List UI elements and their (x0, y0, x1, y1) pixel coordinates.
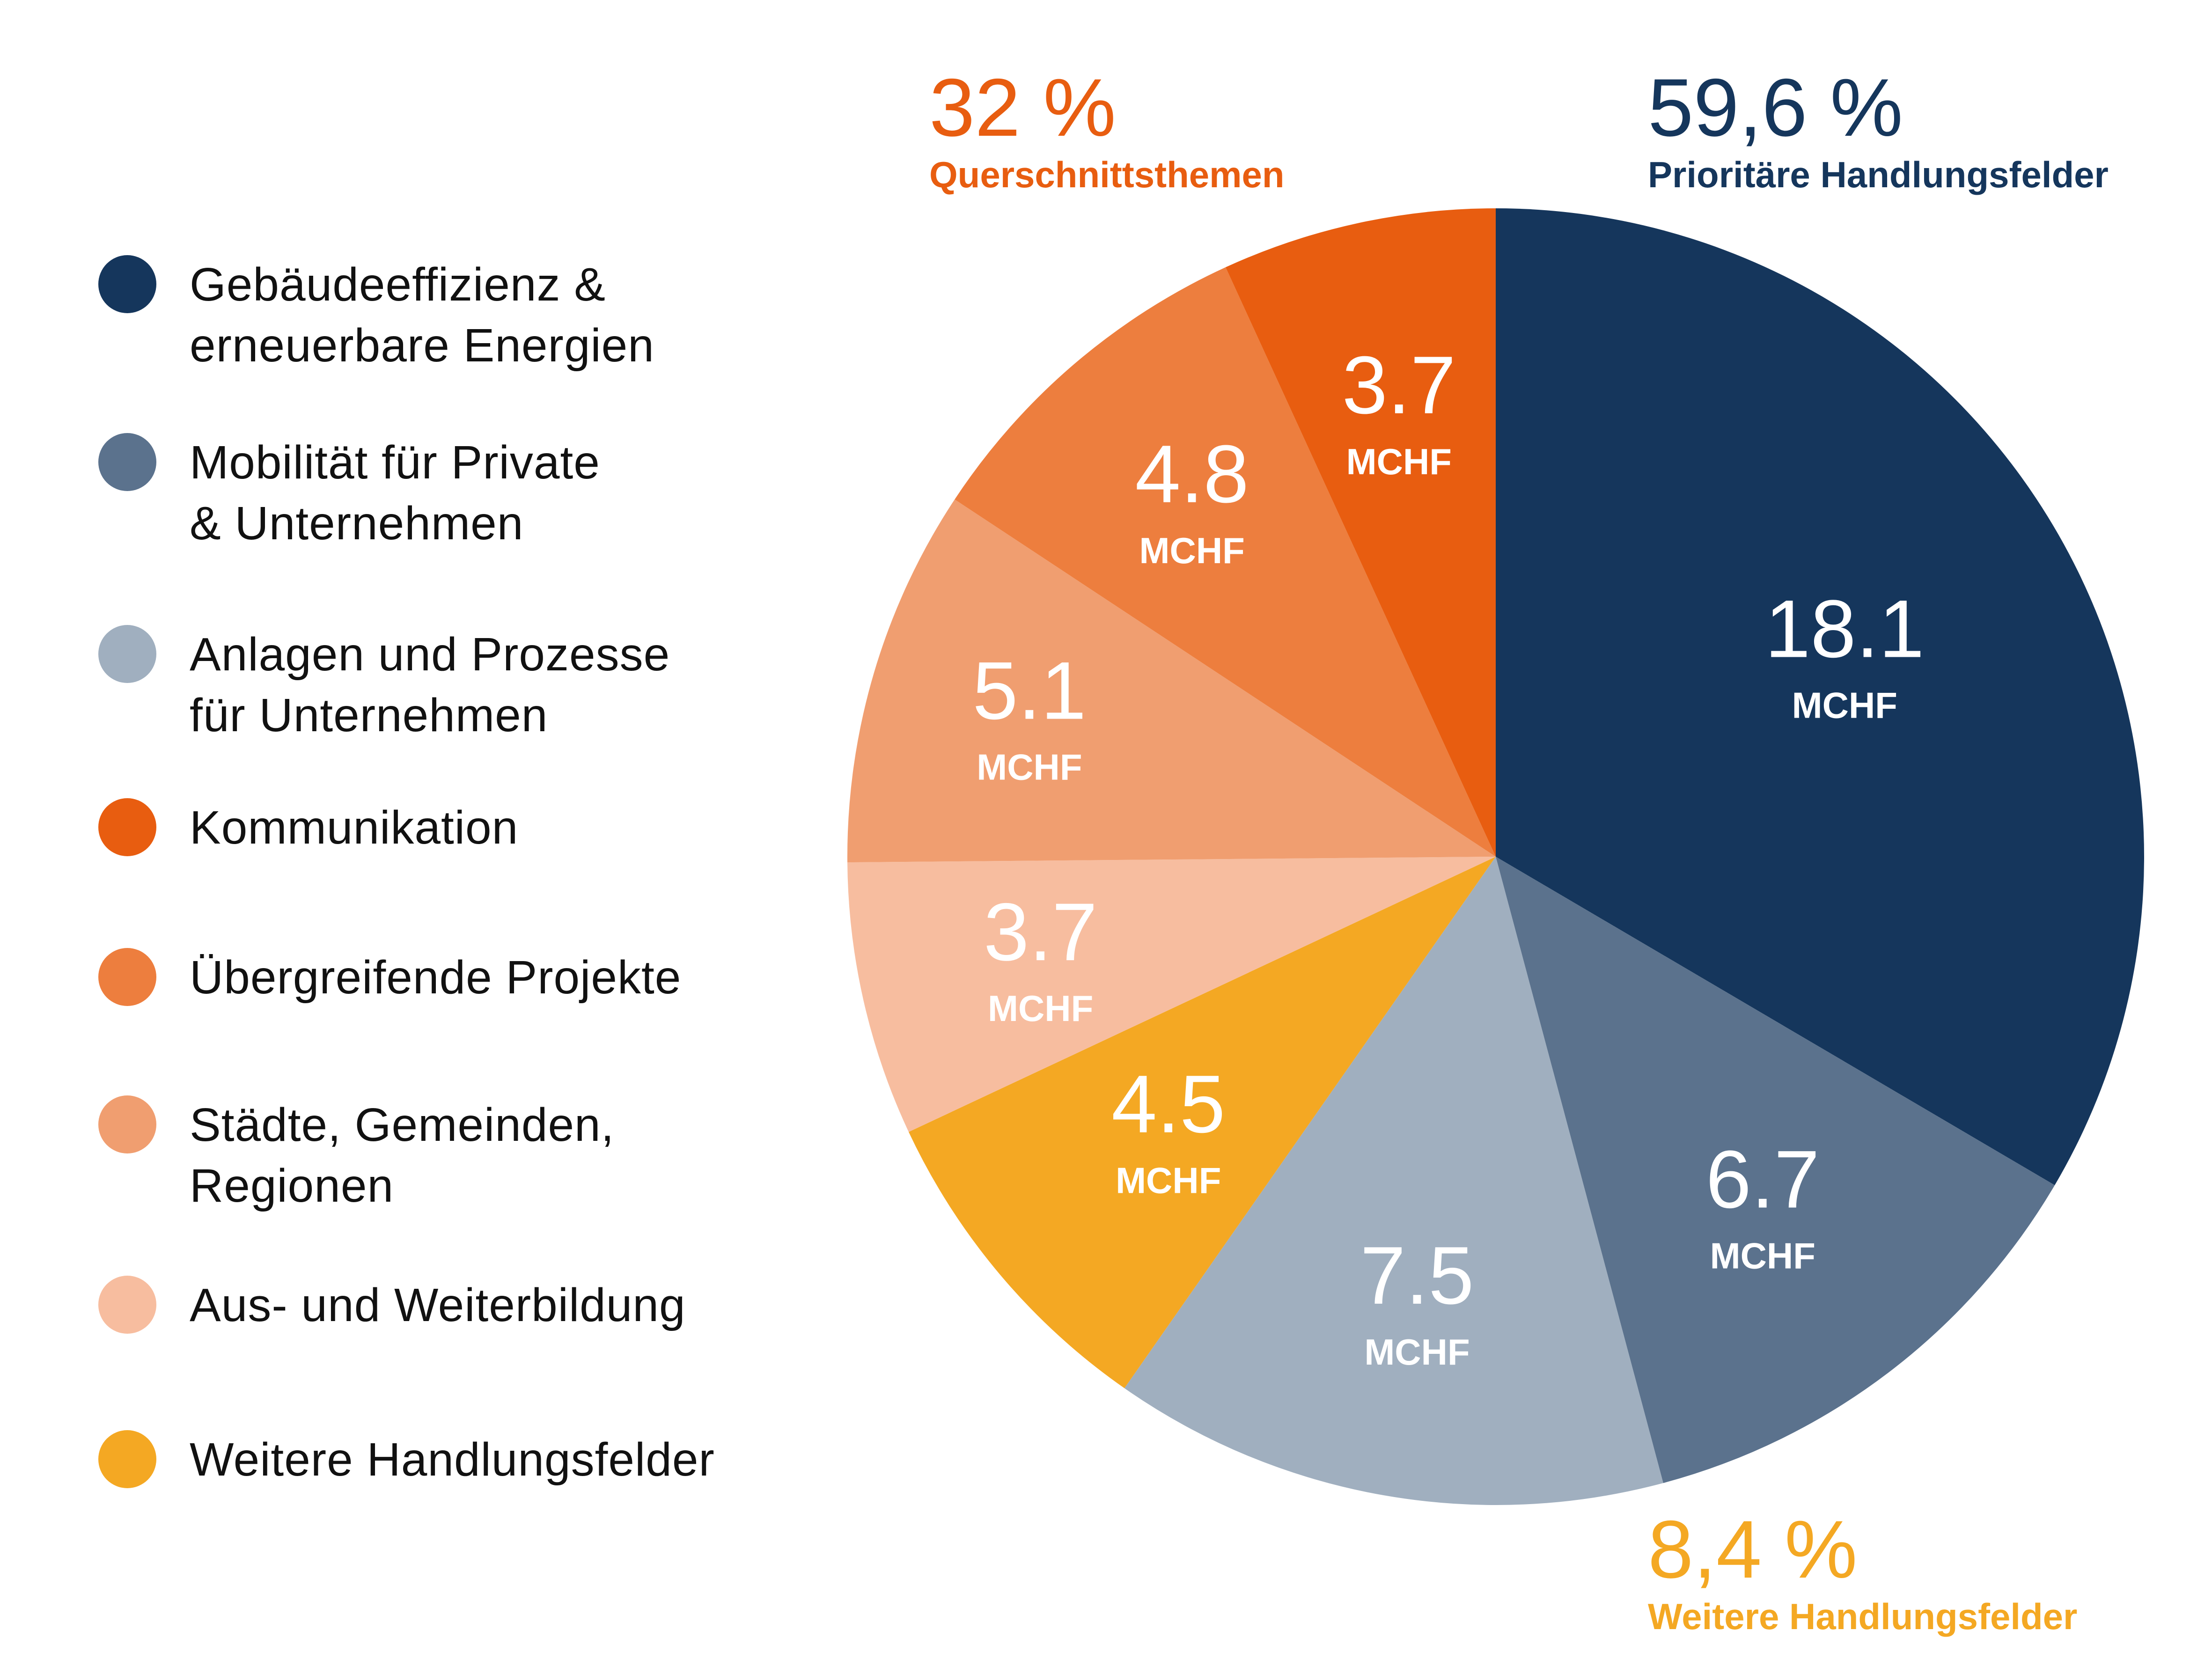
pie-slice (955, 267, 1496, 857)
pie-slice (1496, 208, 2144, 1185)
legend-swatch-icon (98, 948, 156, 1006)
slice-value-label: 5.1 (972, 646, 1086, 737)
group-percent-label: 59,6 % (1648, 62, 1903, 154)
legend-label-line: Übergreifende Projekte (190, 951, 682, 1004)
legend-swatch-icon (98, 1095, 156, 1153)
legend-label: Kommunikation (190, 797, 518, 858)
pie-slice-labels: 18.1 MCHF 6.7 MCHF 7.5 MCHF 4.5 MCHF 3.7 MCHF 5.1 M… (972, 340, 1924, 1373)
legend-label-line: Gebäudeeffizienz & (190, 258, 606, 311)
slice-value-label: 4.5 (1111, 1059, 1225, 1150)
slice-value-label: 4.8 (1135, 429, 1249, 520)
slice-unit-label: MCHF (1139, 530, 1245, 571)
pie-slice (847, 857, 1496, 1132)
legend-swatch-icon (98, 1276, 156, 1334)
slice-value-label: 3.7 (984, 887, 1097, 978)
legend-label: Anlagen und Prozesse für Unternehmen (190, 624, 670, 746)
pie-slice (1124, 857, 1663, 1505)
pie-slice (847, 499, 1496, 863)
legend-label: Städte, Gemeinden, Regionen (190, 1094, 614, 1216)
legend-label: Aus- und Weiterbildung (190, 1275, 686, 1336)
pie-slice (908, 857, 1496, 1388)
slice-unit-label: MCHF (1710, 1235, 1815, 1277)
slice-value-label: 7.5 (1360, 1230, 1474, 1322)
legend-label-line: erneuerbare Energien (190, 319, 654, 372)
slice-unit-label: MCHF (977, 747, 1082, 788)
group-percent-label: 32 % (929, 62, 1116, 154)
slice-unit-label: MCHF (988, 988, 1093, 1029)
legend-label-line: für Unternehmen (190, 689, 548, 742)
legend-label: Weitere Handlungsfelder (190, 1429, 715, 1490)
legend-swatch-icon (98, 255, 156, 313)
slice-value-label: 6.7 (1706, 1134, 1820, 1226)
legend-swatch-icon (98, 1430, 156, 1488)
slice-unit-label: MCHF (1364, 1331, 1470, 1373)
legend-label-line: Städte, Gemeinden, (190, 1099, 615, 1151)
pie-slices (847, 208, 2144, 1505)
legend-swatch-icon (98, 798, 156, 856)
legend-label-line: Anlagen und Prozesse (190, 628, 670, 681)
group-name-label: Prioritäre Handlungsfelder (1648, 154, 2109, 195)
slice-unit-label: MCHF (1792, 685, 1897, 726)
slice-value-label: 18.1 (1765, 584, 1925, 675)
legend-label-line: Mobilität für Private (190, 436, 600, 489)
slice-value-label: 3.7 (1342, 340, 1456, 431)
group-name-label: Querschnittsthemen (929, 154, 1284, 195)
legend-label-line: Weitere Handlungsfelder (190, 1433, 715, 1486)
pie-slice (1225, 208, 1496, 857)
legend: Gebäudeeffizienz & erneuerbare Energien Mo… (98, 0, 847, 1660)
legend-label: Mobilität für Private & Unternehmen (190, 432, 600, 554)
legend-label-line: & Unternehmen (190, 497, 524, 550)
pie-slice (1496, 857, 2055, 1483)
legend-label-line: Kommunikation (190, 801, 519, 854)
group-labels: 59,6 %Prioritäre Handlungsfelder 32 %Quer… (929, 62, 2109, 1637)
group-percent-label: 8,4 % (1648, 1504, 1858, 1595)
group-name-label: Weitere Handlungsfelder (1648, 1596, 2077, 1637)
legend-label: Übergreifende Projekte (190, 947, 681, 1008)
legend-swatch-icon (98, 433, 156, 491)
slice-unit-label: MCHF (1346, 441, 1452, 482)
legend-label-line: Regionen (190, 1160, 394, 1212)
legend-label: Gebäudeeffizienz & erneuerbare Energien (190, 254, 654, 376)
legend-label-line: Aus- und Weiterbildung (190, 1279, 686, 1331)
legend-swatch-icon (98, 625, 156, 683)
slice-unit-label: MCHF (1116, 1160, 1221, 1201)
